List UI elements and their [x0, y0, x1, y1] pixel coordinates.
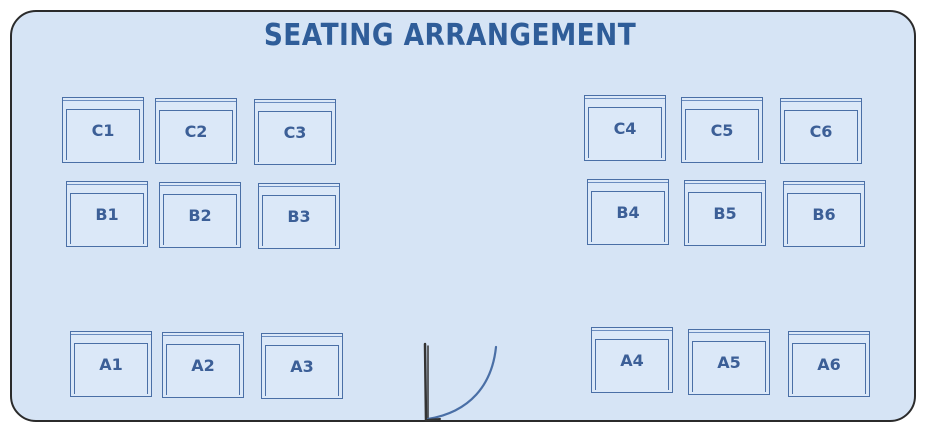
seat-a4: A4	[591, 327, 673, 393]
seat-label: C1	[91, 120, 115, 140]
seat-label: B3	[287, 206, 311, 226]
seat-c6: C6	[780, 98, 862, 164]
seat-a1: A1	[70, 331, 152, 397]
seat-label: B2	[188, 205, 212, 225]
seat-label: B6	[812, 204, 836, 224]
seat-label: C5	[710, 120, 734, 140]
seat-c3: C3	[254, 99, 336, 165]
seat-b6: B6	[783, 181, 865, 247]
seat-label: C6	[809, 121, 833, 141]
seat-c1: C1	[62, 97, 144, 163]
seat-label: A4	[620, 350, 644, 370]
seat-a2: A2	[162, 332, 244, 398]
seat-a6: A6	[788, 331, 870, 397]
seat-a5: A5	[688, 329, 770, 395]
seat-b4: B4	[587, 179, 669, 245]
seat-label: C2	[184, 121, 208, 141]
seat-b2: B2	[159, 182, 241, 248]
seat-label: B1	[95, 204, 119, 224]
seat-label: C3	[283, 122, 307, 142]
seat-label: B5	[713, 203, 737, 223]
seat-b5: B5	[684, 180, 766, 246]
seat-label: A6	[817, 354, 841, 374]
seat-label: A5	[717, 352, 741, 372]
seat-label: A2	[191, 355, 215, 375]
seat-b3: B3	[258, 183, 340, 249]
seat-label: C4	[613, 118, 637, 138]
seat-label: A3	[290, 356, 314, 376]
diagram-title: SEATING ARRANGEMENT	[263, 18, 637, 53]
seat-c2: C2	[155, 98, 237, 164]
seat-c5: C5	[681, 97, 763, 163]
seat-b1: B1	[66, 181, 148, 247]
seat-c4: C4	[584, 95, 666, 161]
seat-label: B4	[616, 202, 640, 222]
seat-a3: A3	[261, 333, 343, 399]
seat-label: A1	[99, 354, 123, 374]
